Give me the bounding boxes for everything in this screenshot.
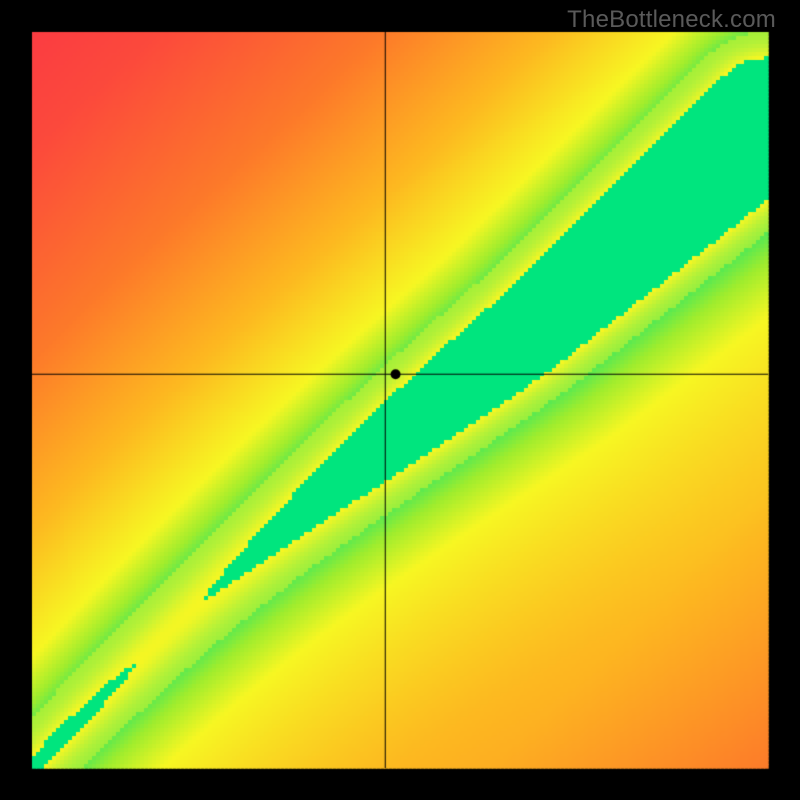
bottleneck-heatmap <box>0 0 800 800</box>
watermark-text: TheBottleneck.com <box>567 6 776 34</box>
